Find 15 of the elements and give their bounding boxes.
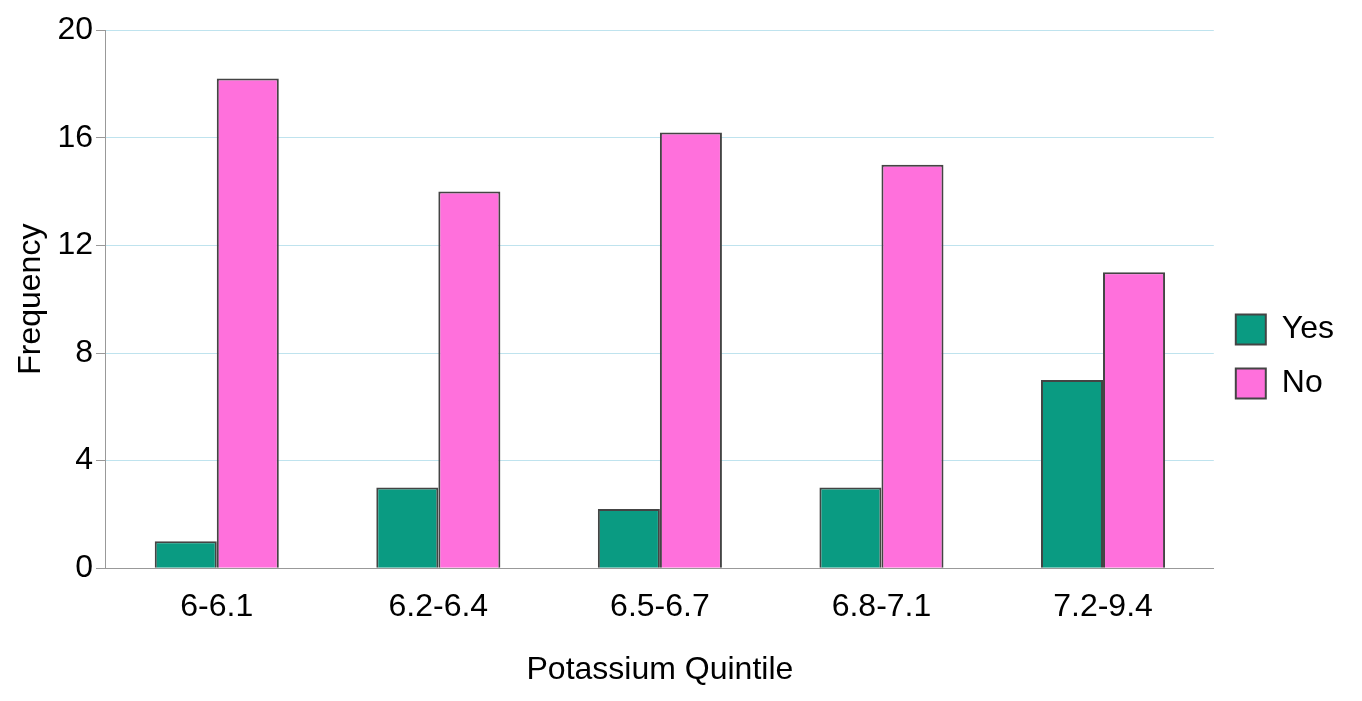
x-tick-label: 7.2-9.4 [1053,587,1153,624]
legend-label: Yes [1281,309,1334,346]
y-tick-label: 8 [75,332,93,369]
y-tick-label: 12 [57,225,93,262]
y-tick-label: 0 [75,548,93,585]
x-tick-label: 6.5-6.7 [610,587,710,624]
x-axis-title: Potassium Quintile [526,649,794,686]
y-axis-title: Frequency [11,223,48,375]
y-tick-label: 20 [57,10,93,47]
legend-label: No [1281,363,1323,400]
x-tick-label: 6-6.1 [180,587,254,624]
y-tick-label: 4 [75,440,93,477]
x-tick-label: 6.8-7.1 [831,587,932,624]
y-tick-label: 16 [57,117,93,154]
x-tick-label: 6.2-6.4 [388,587,489,624]
